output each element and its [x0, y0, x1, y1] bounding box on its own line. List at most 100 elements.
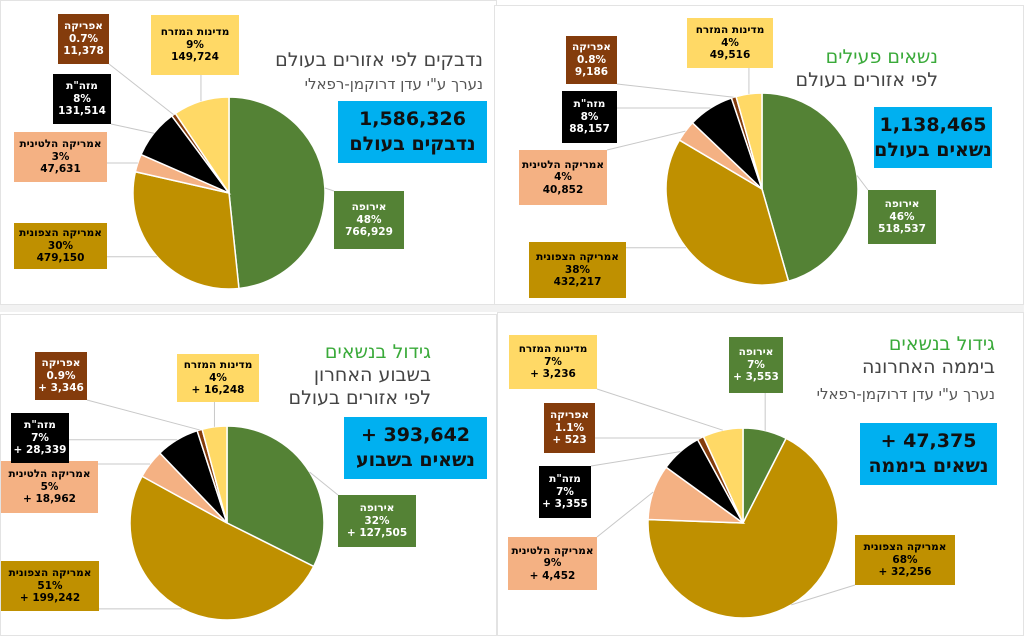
data-label-category: אמריקה הצפונית	[8, 567, 92, 579]
pie-chart	[107, 63, 335, 290]
data-label-europe: אירופה 48% 766,929	[334, 191, 404, 249]
chart-title: נדבקים לפי אזורים בעולם	[275, 49, 483, 72]
pie-chart	[606, 68, 869, 286]
data-label-value: + 28,339	[13, 444, 67, 456]
data-label-europe: אירופה 32% + 127,505	[338, 495, 416, 547]
data-label-percent: 48%	[356, 213, 382, 226]
chart-subtitle: נערך ע"י עדן דרוקמן-רפאלי	[817, 383, 995, 406]
leader-line	[856, 175, 869, 191]
data-label-far-east: מזה"ת 7% + 3,355	[539, 466, 591, 518]
total-label: נשאים בעולם	[874, 139, 992, 161]
data-label-category: מדינות המזרח	[160, 26, 230, 38]
data-label-percent: 9%	[186, 38, 204, 51]
leader-line	[108, 63, 174, 116]
pie-slice-north-america	[665, 139, 790, 286]
chart-panel-active-carriers: נשאים פעילים לפי אזורים בעולם 1,138,465 …	[494, 5, 1024, 305]
data-label-far-east: מזה"ת 8% 88,157	[562, 91, 617, 143]
data-label-value: 9,186	[574, 66, 609, 78]
leader-line	[790, 584, 856, 606]
data-label-category: אמריקה הלטינית	[511, 544, 594, 557]
chart-panel-daily-growth: גידול בנשאים ביממה האחרונה נערך ע"י עדן …	[497, 312, 1024, 636]
chart-title: גידול בנשאים ביממה האחרונה	[862, 333, 995, 379]
data-label-value: 131,514	[58, 105, 106, 117]
data-label-africa: אפריקה 0.9% + 3,346	[35, 352, 87, 400]
data-label-value: + 199,242	[19, 592, 81, 604]
chart-subtitle: נערך ע"י עדן דרוקמן-רפאלי	[305, 73, 483, 96]
data-label-value: 766,929	[345, 226, 393, 238]
subtitle-text: נערך ע"י עדן דרוקמן-רפאלי	[816, 385, 995, 403]
data-label-percent: 8%	[73, 92, 91, 105]
data-label-latin-america: אמריקה הלטינית 9% + 4,452	[508, 537, 597, 590]
title-line: ביממה האחרונה	[862, 356, 995, 378]
total-box: + 393,642 נשאים בשבוע	[344, 417, 487, 479]
data-label-category: מזה"ת	[549, 473, 581, 485]
title-line: לפי אזורים בעולם	[795, 69, 939, 91]
leader-line	[86, 399, 200, 431]
chart-panel-weekly-growth: גידול בנשאים בשבוע האחרון לפי אזורים בעו…	[0, 314, 497, 636]
data-label-percent: 4%	[721, 36, 739, 49]
data-label-percent: 38%	[564, 263, 591, 276]
pie-slice-north-america	[129, 475, 315, 621]
leader-line	[309, 471, 339, 496]
data-label-value: 11,378	[63, 45, 104, 57]
data-label-percent: 4%	[554, 171, 572, 183]
data-label-value: 40,852	[542, 183, 584, 196]
data-label-middle-east: מדינות המזרח 4% 49,516	[687, 18, 773, 68]
leader-line	[590, 451, 681, 467]
data-label-percent: 68%	[892, 553, 918, 566]
leader-line	[606, 130, 686, 151]
data-label-north-america: אמריקה הצפונית 51% + 199,242	[1, 561, 99, 611]
data-label-percent: 30%	[47, 239, 74, 252]
data-label-north-america: אמריקה הצפונית 38% 432,217	[529, 242, 626, 298]
data-label-europe: אירופה 46% 518,537	[868, 190, 936, 244]
title-line: נשאים פעילים	[825, 46, 938, 68]
pie-slice-europe	[228, 96, 326, 290]
data-label-europe: אירופה 7% + 3,553	[729, 337, 783, 393]
data-label-value: 149,724	[171, 51, 219, 63]
data-label-percent: 4%	[209, 371, 227, 384]
data-label-percent: 51%	[37, 579, 63, 592]
data-label-far-east: מזה"ת 8% 131,514	[53, 74, 111, 124]
data-label-percent: 8%	[580, 110, 599, 123]
total-label: נשאים ביממה	[868, 455, 989, 477]
total-value: + 47,375	[880, 430, 977, 452]
chart-panel-infected: נדבקים לפי אזורים בעולם נערך ע"י עדן דרו…	[0, 0, 497, 305]
total-value: 1,586,326	[359, 108, 466, 130]
total-label: נשאים בשבוע	[355, 449, 476, 471]
data-label-value: 432,217	[553, 276, 602, 288]
data-label-africa: אפריקה 0.8% 9,186	[566, 36, 617, 84]
data-label-category: אמריקה הצפונית	[863, 541, 947, 553]
title-line: לפי אזורים בעולם	[288, 387, 432, 409]
data-label-percent: 7%	[556, 485, 574, 498]
data-label-value: 49,516	[709, 49, 751, 61]
title-line: גידול בנשאים	[888, 333, 995, 355]
data-label-value: + 3,355	[542, 498, 588, 510]
data-label-category: אפריקה	[572, 41, 611, 53]
data-label-category: אפריקה	[41, 357, 81, 369]
data-label-north-america: אמריקה הצפונית 30% 479,150	[14, 223, 107, 269]
title-line: גידול בנשאים	[324, 341, 431, 363]
data-label-category: אפריקה	[550, 409, 589, 421]
divider	[0, 305, 1024, 312]
data-label-value: 518,537	[878, 223, 926, 235]
data-label-value: 479,150	[36, 252, 85, 264]
total-value: 1,138,465	[879, 114, 987, 136]
pie-slice-middle-east	[735, 92, 763, 190]
data-label-percent: 7%	[31, 431, 49, 444]
data-label-percent: 46%	[889, 210, 915, 223]
data-label-category: אמריקה הצפונית	[19, 227, 102, 239]
data-label-value: 47,631	[40, 163, 81, 175]
data-label-africa: אפריקה 1.1% + 523	[544, 403, 595, 453]
title-line: בשבוע האחרון	[313, 364, 431, 386]
data-label-percent: 7%	[544, 355, 562, 368]
data-label-category: אירופה	[738, 346, 774, 358]
data-label-percent: 5%	[40, 480, 59, 493]
data-label-category: אירופה	[884, 198, 920, 210]
data-label-percent: 3%	[51, 150, 70, 163]
subtitle-text: נערך ע"י עדן דרוקמן-רפאלי	[304, 75, 483, 93]
data-label-value: + 18,962	[23, 493, 76, 505]
data-label-category: מדינות המזרח	[183, 359, 253, 371]
pie-slice-middle-east	[174, 96, 230, 196]
data-label-category: אמריקה הלטינית	[19, 138, 102, 150]
leader-line	[110, 123, 154, 134]
